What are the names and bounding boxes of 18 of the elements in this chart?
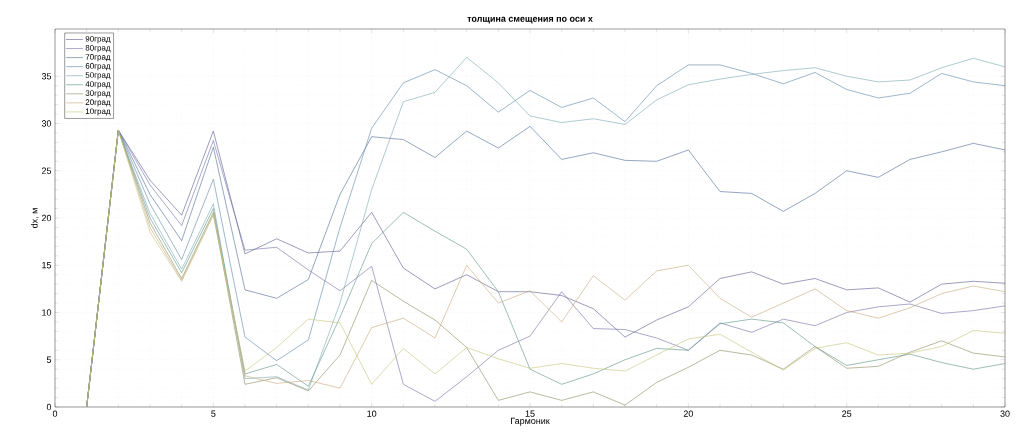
y-tick-label: 10 (42, 309, 52, 316)
x-tick-label: 30 (1000, 410, 1010, 417)
chart-title: толщина смещения по оси x (467, 16, 593, 24)
y-tick-label: 0 (46, 403, 52, 411)
y-tick-label: 15 (42, 262, 52, 269)
y-axis-title: dx, м (31, 208, 39, 228)
x-tick-label: 5 (211, 410, 216, 417)
x-tick-label: 20 (683, 410, 693, 417)
y-tick-label: 5 (46, 356, 52, 363)
x-tick-label: 0 (52, 410, 58, 417)
x-tick-label: 25 (842, 410, 852, 417)
y-tick-label: 20 (41, 214, 52, 222)
x-tick-label: 10 (367, 410, 377, 417)
y-tick-label: 35 (41, 73, 52, 80)
x-axis-title: Гармоник (511, 417, 550, 426)
x-tick-label: 15 (525, 410, 535, 417)
y-tick-label: 25 (41, 167, 52, 174)
y-tick-label: 30 (41, 120, 52, 127)
